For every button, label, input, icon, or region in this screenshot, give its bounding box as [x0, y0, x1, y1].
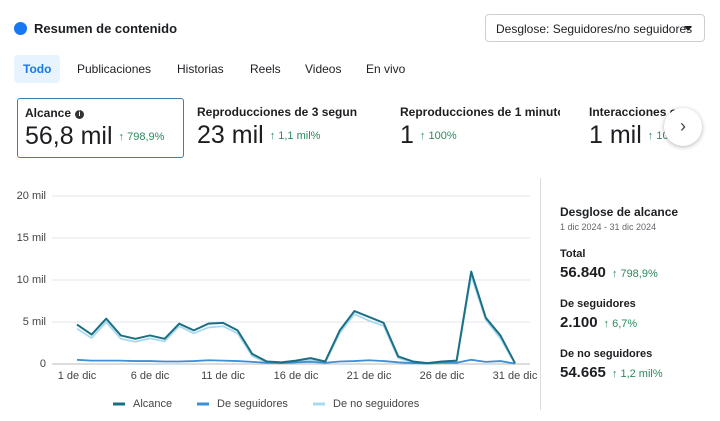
next-button[interactable]: ›: [664, 108, 702, 146]
metric-label: Alcance: [25, 106, 176, 120]
facebook-icon: [14, 22, 27, 35]
x-tick-label: 6 de dic: [131, 370, 170, 382]
metric-number: 23 mil: [197, 121, 264, 149]
breakdown-value: 54.665 ↑ 1,2 mil%: [560, 364, 663, 381]
y-tick-label: 10 mil: [17, 274, 46, 286]
line-series: [76, 274, 516, 365]
breakdown-label: De no seguidores: [560, 348, 653, 360]
metric-card[interactable]: Alcance 56,8 mil ↑ 798,9%: [17, 98, 184, 158]
metric-change: ↑ 1,1 mil%: [269, 130, 321, 142]
chart: 0 5 mil 10 mil 15 mil 20 mil 1 de dic 6 de dic…: [17, 190, 538, 410]
breakdown-change: ↑ 6,7%: [603, 318, 638, 330]
metric-card[interactable]: Reproducciones de 3 segundos 23 mil ↑ 1,1 …: [190, 98, 357, 158]
metric-change: ↑ 100%: [419, 130, 457, 142]
legend-label: De seguidores: [217, 398, 288, 410]
breakdown-label: Total: [560, 248, 586, 260]
metric-card[interactable]: Reproducciones de 1 minuto 1 ↑ 100%: [393, 98, 560, 158]
breakdown-number: 56.840: [560, 264, 606, 281]
divider: [540, 178, 541, 410]
breakdown-dates: 1 dic 2024 - 31 dic 2024: [560, 222, 657, 232]
x-tick-label: 31 de dic: [493, 370, 538, 382]
tab[interactable]: Videos: [305, 62, 342, 76]
line-series: [76, 358, 516, 365]
y-tick-label: 20 mil: [17, 190, 46, 202]
y-tick-label: 0: [40, 358, 46, 370]
y-tick-label: 5 mil: [23, 316, 46, 328]
legend-label: De no seguidores: [333, 398, 420, 410]
tab[interactable]: En vivo: [366, 62, 406, 76]
metric-change: ↑ 798,9%: [118, 131, 165, 143]
x-tick-label: 11 de dic: [201, 370, 245, 382]
metric-value: 1 ↑ 100%: [400, 121, 553, 150]
tab[interactable]: Publicaciones: [77, 62, 152, 76]
x-tick-label: 1 de dic: [58, 370, 97, 382]
x-tick-label: 21 de dic: [347, 370, 392, 382]
metric-number: 1: [400, 121, 414, 149]
metric-number: 1 mil: [589, 121, 642, 149]
y-tick-label: 15 mil: [17, 232, 46, 244]
breakdown-number: 54.665: [560, 364, 606, 381]
breakdown-value: 2.100 ↑ 6,7%: [560, 314, 637, 331]
page-title: Resumen de contenido: [34, 21, 178, 36]
tab[interactable]: Reels: [250, 62, 281, 76]
x-tick-label: 16 de dic: [274, 370, 319, 382]
breakdown-change: ↑ 1,2 mil%: [611, 368, 663, 380]
metric-value: 56,8 mil ↑ 798,9%: [25, 122, 176, 151]
metric-label: Reproducciones de 1 minuto: [400, 105, 560, 119]
line-series: [76, 270, 516, 365]
breakdown-value: 56.840 ↑ 798,9%: [560, 264, 658, 281]
breakdown-number: 2.100: [560, 314, 598, 331]
tab[interactable]: Historias: [177, 62, 224, 76]
metric-value: 23 mil ↑ 1,1 mil%: [197, 121, 350, 150]
breakdown-title: Desglose de alcance: [560, 205, 679, 219]
metric-label: Reproducciones de 3 segundos: [197, 105, 357, 119]
tab[interactable]: Todo: [14, 55, 61, 83]
x-tick-label: 26 de dic: [420, 370, 465, 382]
breakdown-dropdown[interactable]: Desglose: Seguidores/no seguidores: [485, 14, 705, 42]
breakdown-label: De seguidores: [560, 298, 636, 310]
metric-number: 56,8 mil: [25, 122, 113, 150]
legend-label: Alcance: [133, 398, 172, 410]
breakdown-change: ↑ 798,9%: [611, 268, 658, 280]
